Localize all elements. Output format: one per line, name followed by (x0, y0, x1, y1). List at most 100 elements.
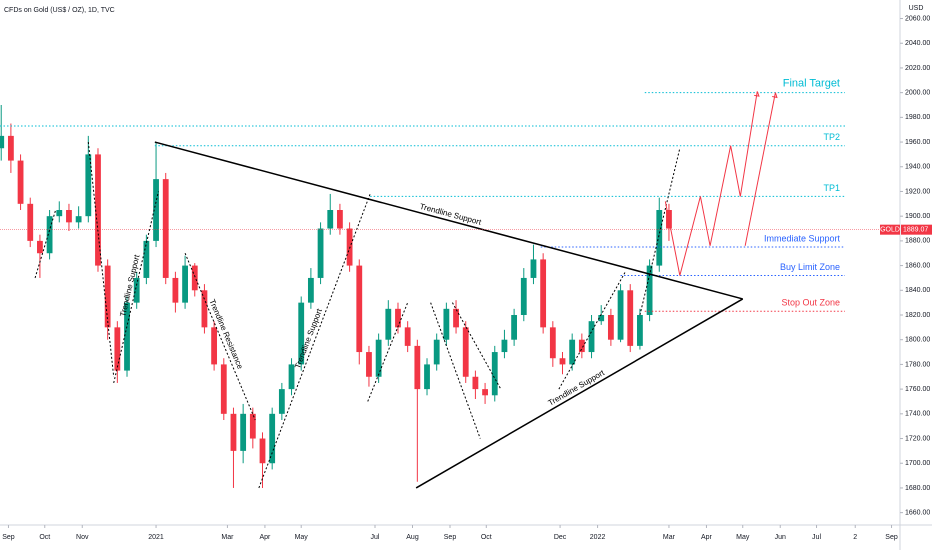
y-tick-label: 1980.00 (905, 114, 930, 121)
y-tick-label: 1720.00 (905, 435, 930, 442)
y-tick-label: 1740.00 (905, 411, 930, 418)
candle-body (598, 315, 605, 322)
y-tick-label: 1820.00 (905, 312, 930, 319)
level-label: Stop Out Zone (781, 298, 840, 308)
x-tick-label: Oct (481, 534, 492, 541)
candle-body (288, 364, 295, 390)
candle-body (259, 438, 266, 464)
candle-body (482, 389, 488, 396)
candle-body (646, 265, 653, 315)
candle-body (240, 413, 247, 451)
candle-body (191, 265, 198, 291)
candle-body (56, 210, 63, 217)
candle-body (153, 179, 159, 241)
y-tick-label: 1900.00 (905, 213, 930, 220)
level-label: Final Target (783, 78, 840, 90)
projection-arrowhead (754, 91, 760, 97)
candle-body (404, 327, 411, 346)
candle-body (317, 228, 324, 278)
x-tick-label: 2022 (590, 534, 606, 541)
candle-body (501, 339, 508, 353)
candle-body (307, 277, 314, 303)
candle-body (356, 265, 363, 353)
candle-body (17, 160, 24, 204)
candle-body (37, 240, 43, 254)
candle-body (578, 339, 585, 353)
candle-body (569, 339, 576, 365)
candle-body (588, 321, 595, 353)
candle-body (278, 389, 285, 414)
x-tick-label: 2021 (148, 534, 164, 541)
candle-body (124, 302, 130, 371)
candle-body (85, 154, 92, 217)
trend-line (558, 271, 626, 390)
symbol-tag (880, 224, 900, 235)
candle-body (375, 339, 382, 377)
candle-body (549, 327, 556, 359)
candle-body (433, 339, 440, 365)
y-tick-label: 2060.00 (905, 15, 930, 22)
y-tick-label: 2020.00 (905, 65, 930, 72)
candle-body (327, 210, 334, 229)
trend-line (451, 302, 502, 390)
candle-body (395, 308, 401, 328)
candle-body (172, 277, 179, 303)
trend-line (258, 193, 371, 489)
y-axis-label: USD (909, 5, 924, 12)
candle-body (627, 290, 634, 346)
candle-body (104, 265, 111, 328)
candle-body (269, 413, 276, 464)
x-tick-label: Nov (76, 534, 89, 541)
candle-body (249, 413, 256, 439)
y-tick-label: 2000.00 (905, 89, 930, 96)
price-tag (901, 224, 932, 235)
level-label: Buy Limit Zone (780, 262, 840, 272)
candle-body (472, 376, 479, 390)
y-tick-label: 1780.00 (905, 361, 930, 368)
projection-path (664, 91, 758, 276)
y-tick-label: 1940.00 (905, 164, 930, 171)
y-tick-label: 1920.00 (905, 188, 930, 195)
candle-body (424, 364, 430, 390)
trend-line (430, 302, 481, 439)
candle-body (95, 154, 101, 266)
trend-line (415, 298, 744, 489)
y-tick-label: 1860.00 (905, 262, 930, 269)
candle-body (617, 290, 624, 340)
x-tick-label: Apr (701, 534, 713, 541)
trend-line (113, 191, 159, 384)
y-tick-label: 1840.00 (905, 287, 930, 294)
candle-body (211, 327, 218, 365)
candle-body (530, 259, 537, 278)
y-tick-label: 1680.00 (905, 485, 930, 492)
projection-arrowhead (772, 92, 778, 99)
candle-body (443, 308, 450, 340)
candle-body (559, 358, 566, 365)
candle-body (0, 135, 5, 149)
chart-title: CFDs on Gold (US$ / OZ), 1D, TVC (4, 7, 115, 14)
x-tick-label: Mar (221, 534, 234, 541)
trend-line (154, 141, 743, 300)
candle-body (366, 352, 372, 377)
x-tick-label: May (295, 534, 309, 541)
symbol-label: GOLD (880, 227, 900, 234)
x-tick-label: 2 (853, 534, 857, 541)
x-tick-label: Sep (885, 534, 898, 541)
y-tick-label: 1800.00 (905, 337, 930, 344)
candle-body (162, 179, 169, 278)
x-tick-label: Jul (371, 534, 380, 541)
candle-body (114, 327, 121, 371)
x-tick-label: Sep (444, 534, 457, 541)
candle-body (133, 277, 140, 303)
candle-body (637, 315, 643, 346)
candle-body (337, 210, 343, 229)
candle-body (75, 216, 82, 223)
candle-body (66, 210, 72, 223)
x-tick-label: Jun (775, 534, 786, 541)
candle-body (230, 413, 237, 451)
trend-line (367, 302, 409, 402)
projection-path (744, 92, 776, 246)
candle-body (201, 290, 208, 328)
trend-line (87, 142, 115, 377)
